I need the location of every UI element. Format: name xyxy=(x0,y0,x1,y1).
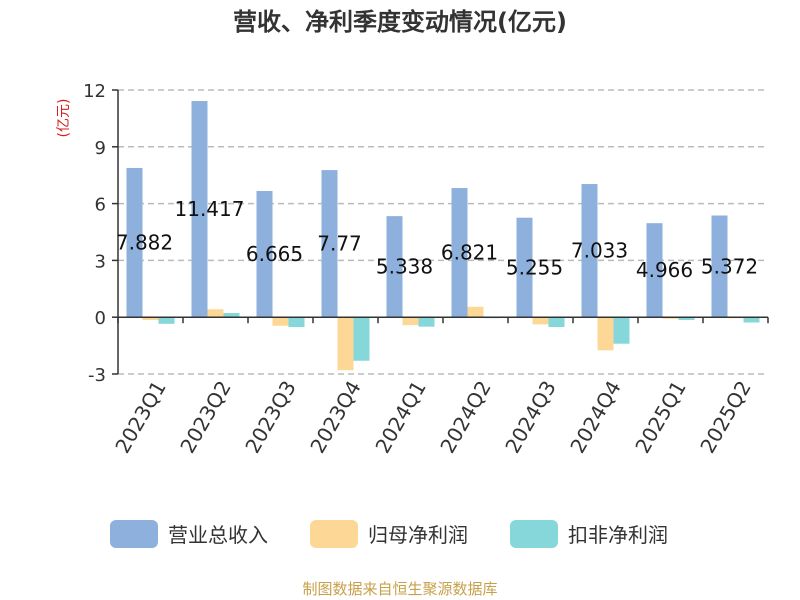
data-label: 7.77 xyxy=(317,232,362,256)
bar-series-1-2023Q1 xyxy=(142,317,159,321)
grid-layer xyxy=(118,89,768,375)
legend-swatch xyxy=(310,520,358,548)
bar-series-2-2024Q1 xyxy=(418,317,435,327)
bar-series-1-2024Q4 xyxy=(597,317,614,351)
bar-series-1-2024Q1 xyxy=(402,317,419,326)
bar-layer xyxy=(126,101,760,371)
y-tick-label: 6 xyxy=(95,195,106,216)
data-label: 4.966 xyxy=(636,258,693,282)
bar-series-1-2024Q2 xyxy=(467,306,484,318)
data-label: 7.882 xyxy=(116,231,173,255)
bar-series-2-2025Q2 xyxy=(743,317,760,323)
bar-series-0-2023Q4 xyxy=(321,170,338,318)
data-label: 6.665 xyxy=(246,242,303,266)
bar-series-2-2023Q4 xyxy=(353,317,370,361)
bar-series-0-2023Q3 xyxy=(256,191,273,318)
y-axis-unit-label: (亿元) xyxy=(56,99,72,138)
bar-series-1-2023Q4 xyxy=(337,317,354,371)
legend-label: 归母净利润 xyxy=(368,523,468,547)
bar-series-0-2023Q2 xyxy=(191,101,208,318)
bar-series-1-2023Q2 xyxy=(207,309,224,318)
bar-series-0-2024Q1 xyxy=(386,216,403,318)
source-note: 制图数据来自恒生聚源数据库 xyxy=(302,580,497,598)
y-tick-label: 12 xyxy=(83,81,106,102)
bar-series-0-2025Q1 xyxy=(646,223,663,318)
data-label: 7.033 xyxy=(571,239,628,263)
y-tick-label: -3 xyxy=(88,365,106,386)
bar-series-1-2023Q3 xyxy=(272,317,289,326)
y-tick-label: 0 xyxy=(95,308,106,329)
bar-series-2-2023Q3 xyxy=(288,317,305,328)
x-tick-label: 2025Q2 xyxy=(695,377,755,458)
y-tick-label: 3 xyxy=(95,251,106,272)
legend-swatch xyxy=(510,520,558,548)
data-label: 5.372 xyxy=(701,254,758,278)
data-label: 11.417 xyxy=(175,197,245,221)
data-label: 5.255 xyxy=(506,255,563,279)
x-tick-label: 2024Q3 xyxy=(500,377,560,458)
x-tick-label: 2023Q4 xyxy=(305,377,365,458)
legend-label: 营业总收入 xyxy=(168,523,268,547)
chart-title: 营收、净利季度变动情况(亿元) xyxy=(233,8,567,36)
bar-series-0-2023Q1 xyxy=(126,167,143,318)
legend: 营业总收入 归母净利润 扣非净利润 xyxy=(110,520,668,548)
bar-series-0-2024Q4 xyxy=(581,184,598,318)
bar-series-1-2024Q3 xyxy=(532,317,549,325)
bar-series-0-2024Q2 xyxy=(451,188,468,318)
x-tick-label: 2024Q1 xyxy=(370,377,430,458)
bar-series-2-2025Q1 xyxy=(678,317,695,321)
legend-swatch xyxy=(110,520,158,548)
legend-label: 扣非净利润 xyxy=(568,523,668,547)
bar-series-2-2023Q2 xyxy=(223,313,240,318)
bar-series-2-2024Q3 xyxy=(548,317,565,328)
bar-series-1-2025Q1 xyxy=(662,317,679,319)
bar-series-0-2025Q2 xyxy=(711,215,728,318)
bar-series-2-2023Q1 xyxy=(158,317,175,324)
x-tick-label: 2024Q2 xyxy=(435,377,495,458)
bar-series-2-2024Q4 xyxy=(613,317,630,344)
bar-series-0-2024Q3 xyxy=(516,217,533,318)
x-tick-label: 2023Q1 xyxy=(110,377,170,458)
x-tick-label: 2025Q1 xyxy=(630,377,690,458)
x-tick-label: 2023Q2 xyxy=(175,377,235,458)
data-label: 6.821 xyxy=(441,241,498,265)
data-label: 5.338 xyxy=(376,255,433,279)
y-tick-label: 9 xyxy=(95,138,106,159)
x-tick-label: 2023Q3 xyxy=(240,377,300,458)
x-tick-label: 2024Q4 xyxy=(565,377,625,458)
